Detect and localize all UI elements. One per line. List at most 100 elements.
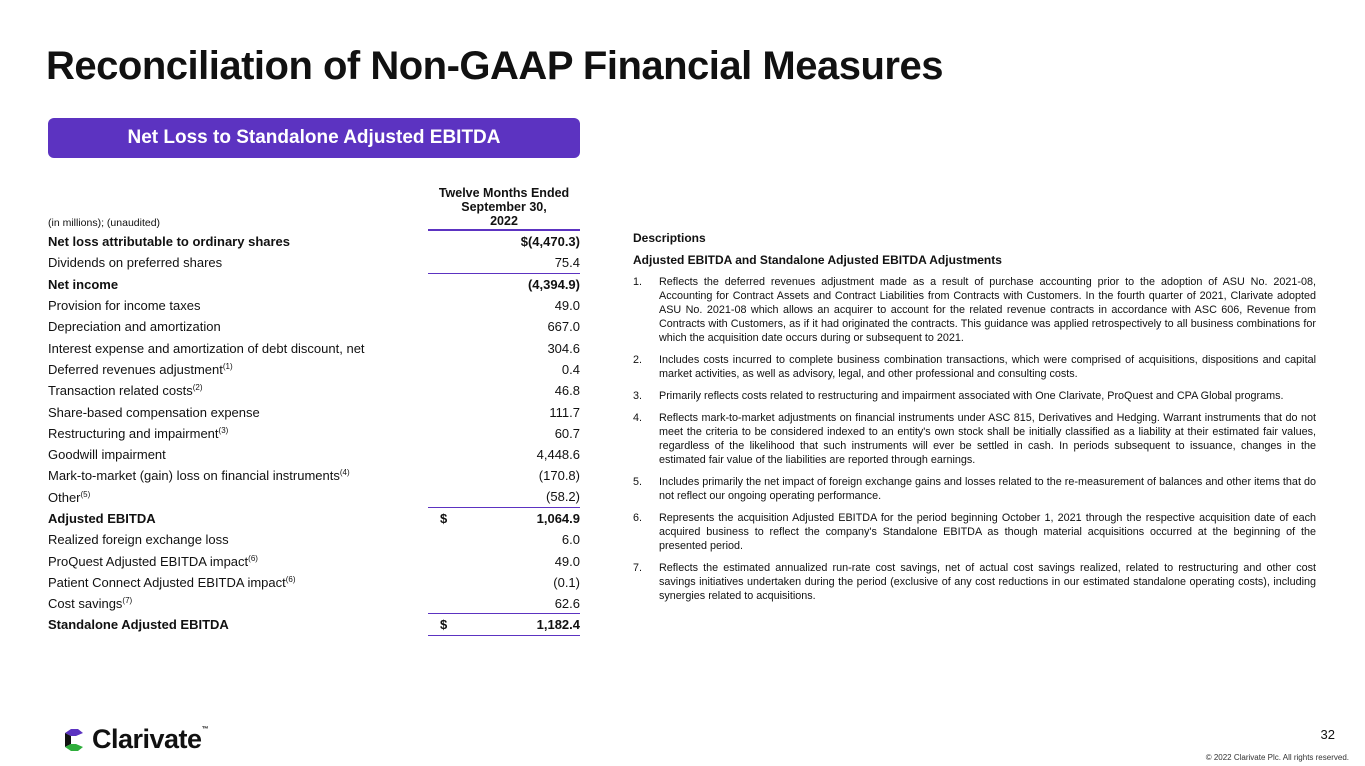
row-label: Provision for income taxes [48, 298, 580, 313]
table-row: Depreciation and amortization 667.0 [48, 316, 580, 337]
table-row: Standalone Adjusted EBITDA $1,182.4 [48, 614, 580, 636]
column-header-line: September 30, [461, 200, 547, 214]
row-value-text: (58.2) [546, 489, 580, 505]
unit-label: (in millions); (unaudited) [48, 217, 161, 229]
descriptions-subheading: Adjusted EBITDA and Standalone Adjusted … [633, 253, 1002, 267]
row-value: (170.8) [428, 465, 580, 486]
row-label-text: Standalone Adjusted EBITDA [48, 617, 229, 633]
footnote-number: 7. [633, 562, 643, 574]
row-label: Standalone Adjusted EBITDA [48, 617, 580, 632]
row-value: (0.1) [428, 572, 580, 593]
row-value: $1,182.4 [428, 614, 580, 636]
row-label-text: Mark-to-market (gain) loss on financial … [48, 468, 340, 484]
footnote-item: 4. Reflects mark-to-market adjustments on… [633, 411, 1316, 467]
footnote-item: 1. Reflects the deferred revenues adjustm… [633, 275, 1316, 345]
row-label-text: Deferred revenues adjustment [48, 361, 223, 377]
table-row: Restructuring and impairment(3) 60.7 [48, 423, 580, 444]
footnote-text: Reflects mark-to-market adjustments on f… [659, 412, 1316, 466]
footnote-number: 2. [633, 354, 643, 366]
table-header: (in millions); (unaudited) Twelve Months… [48, 184, 580, 231]
table-row: Adjusted EBITDA $1,064.9 [48, 508, 580, 529]
footnote-item: 2. Includes costs incurred to complete bu… [633, 353, 1316, 381]
row-label: Interest expense and amortization of deb… [48, 341, 580, 356]
page-title: Reconciliation of Non-GAAP Financial Mea… [46, 44, 943, 88]
table-row: Patient Connect Adjusted EBITDA impact(6… [48, 572, 580, 593]
row-value-text: 49.0 [554, 553, 580, 569]
row-label-text: Interest expense and amortization of deb… [48, 340, 365, 356]
column-header: Twelve Months Ended September 30, 2022 [428, 186, 580, 231]
row-label-text: Share-based compensation expense [48, 404, 260, 420]
footnote-text: Reflects the deferred revenues adjustmen… [659, 276, 1316, 344]
descriptions-heading: Descriptions [633, 231, 706, 245]
table-row: Net loss attributable to ordinary shares… [48, 231, 580, 252]
row-label: Adjusted EBITDA [48, 511, 580, 526]
row-label-text: Net income [48, 276, 119, 292]
row-label-text: Transaction related costs [48, 383, 193, 399]
row-label-text: Goodwill impairment [48, 447, 166, 463]
row-label: Cost savings(7) [48, 596, 580, 611]
footnote-text: Represents the acquisition Adjusted EBIT… [659, 512, 1316, 552]
logo-trademark: ™ [201, 726, 209, 733]
footnote-ref: (4) [339, 468, 350, 478]
page-number: 32 [1320, 727, 1335, 742]
footnote-ref: (3) [218, 425, 229, 435]
footnote-number: 6. [633, 512, 643, 524]
column-header-line: 2022 [490, 214, 518, 228]
row-value-text: (4,394.9) [527, 276, 580, 292]
row-value: (4,394.9) [428, 274, 580, 295]
row-value: 49.0 [428, 295, 580, 316]
footnote-number: 3. [633, 390, 643, 402]
row-value: $1,064.9 [428, 508, 580, 529]
copyright: © 2022 Clarivate Plc. All rights reserve… [1205, 753, 1349, 762]
row-value-text: 4,448.6 [536, 447, 580, 463]
row-value: 75.4 [428, 252, 580, 274]
row-value: 667.0 [428, 316, 580, 337]
row-label: Deferred revenues adjustment(1) [48, 362, 580, 377]
footnote-text: Primarily reflects costs related to rest… [659, 390, 1284, 402]
footnote-text: Includes costs incurred to complete busi… [659, 354, 1316, 380]
row-label-text: Dividends on preferred shares [48, 255, 223, 271]
row-label-text: Provision for income taxes [48, 298, 201, 314]
column-header-line: Twelve Months Ended [438, 186, 570, 200]
footnote-number: 5. [633, 476, 643, 488]
row-label-text: Patient Connect Adjusted EBITDA impact [48, 574, 286, 590]
row-value-text: 1,064.9 [536, 511, 580, 526]
row-label: Share-based compensation expense [48, 405, 580, 420]
table-row: Realized foreign exchange loss 6.0 [48, 529, 580, 550]
row-label: Goodwill impairment [48, 447, 580, 462]
row-value: 46.8 [428, 380, 580, 401]
row-value-text: 0.4 [561, 361, 580, 377]
row-label: Restructuring and impairment(3) [48, 426, 580, 441]
row-label: Net loss attributable to ordinary shares [48, 234, 580, 249]
row-label: Realized foreign exchange loss [48, 532, 580, 547]
footnote-ref: (6) [248, 553, 258, 563]
row-label-text: Cost savings [48, 596, 123, 612]
row-value-text: 111.7 [549, 404, 580, 420]
table-row: ProQuest Adjusted EBITDA impact(6) 49.0 [48, 550, 580, 571]
row-value: 60.7 [428, 423, 580, 444]
row-label: Patient Connect Adjusted EBITDA impact(6… [48, 575, 580, 590]
row-value-text: 62.6 [554, 595, 580, 611]
logo-wordmark: Clarivate [92, 724, 202, 754]
row-value: 0.4 [428, 359, 580, 380]
clarivate-logo-icon [65, 728, 83, 751]
table-row: Other(5) (58.2) [48, 487, 580, 508]
row-label: ProQuest Adjusted EBITDA impact(6) [48, 554, 580, 569]
row-value-text: (170.8) [538, 468, 580, 484]
currency-symbol: $ [440, 616, 448, 632]
row-value-text: 6.0 [561, 532, 580, 548]
row-value-text: 667.0 [547, 319, 580, 335]
row-value: 304.6 [428, 337, 580, 358]
row-label-text: ProQuest Adjusted EBITDA impact [48, 553, 249, 569]
table-row: Interest expense and amortization of deb… [48, 337, 580, 358]
footnote-item: 6. Represents the acquisition Adjusted EB… [633, 511, 1316, 553]
footnote-text: Includes primarily the net impact of for… [659, 476, 1316, 502]
footnote-ref: (1) [222, 361, 233, 371]
row-label: Depreciation and amortization [48, 319, 580, 334]
footnote-text: Reflects the estimated annualized run-ra… [659, 562, 1316, 602]
table-row: Cost savings(7) 62.6 [48, 593, 580, 615]
table-row: Mark-to-market (gain) loss on financial … [48, 465, 580, 486]
row-value: (58.2) [428, 487, 580, 508]
footnote-number: 4. [633, 412, 643, 424]
row-label-text: Adjusted EBITDA [48, 511, 156, 526]
